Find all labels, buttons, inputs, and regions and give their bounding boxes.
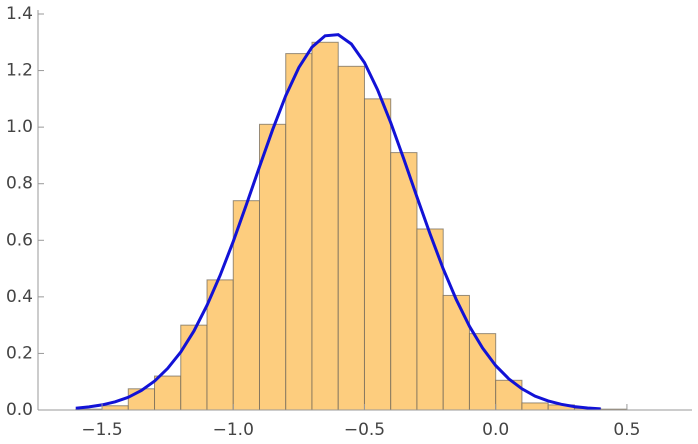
bar — [521, 402, 549, 411]
bar — [468, 333, 497, 411]
bar — [337, 65, 365, 411]
x-tick-label: 0.0 — [482, 420, 509, 440]
y-tick-label: 0.4 — [6, 287, 33, 307]
bar — [101, 405, 129, 411]
x-tick-label: −1.5 — [81, 420, 122, 440]
bar — [363, 98, 392, 411]
bar — [154, 375, 182, 411]
bar — [442, 294, 470, 411]
density-curve — [75, 33, 601, 411]
y-tick-label: 0.0 — [6, 400, 33, 420]
y-tick-label: 0.8 — [6, 174, 33, 194]
bar — [311, 41, 339, 411]
y-tick-label: 1.0 — [6, 117, 33, 137]
y-tick-label: 1.4 — [6, 4, 33, 24]
y-tick-label: 0.2 — [6, 343, 33, 363]
bar — [285, 53, 313, 411]
bar — [258, 123, 287, 411]
x-tick-label: 0.5 — [613, 420, 640, 440]
bar — [206, 279, 234, 411]
bar — [390, 152, 418, 411]
y-tick-label: 0.6 — [6, 230, 33, 250]
x-tick-label: −0.5 — [344, 420, 385, 440]
bar — [180, 324, 208, 411]
y-tick-label: 1.2 — [6, 61, 33, 81]
x-tick-label: −1.0 — [213, 420, 254, 440]
